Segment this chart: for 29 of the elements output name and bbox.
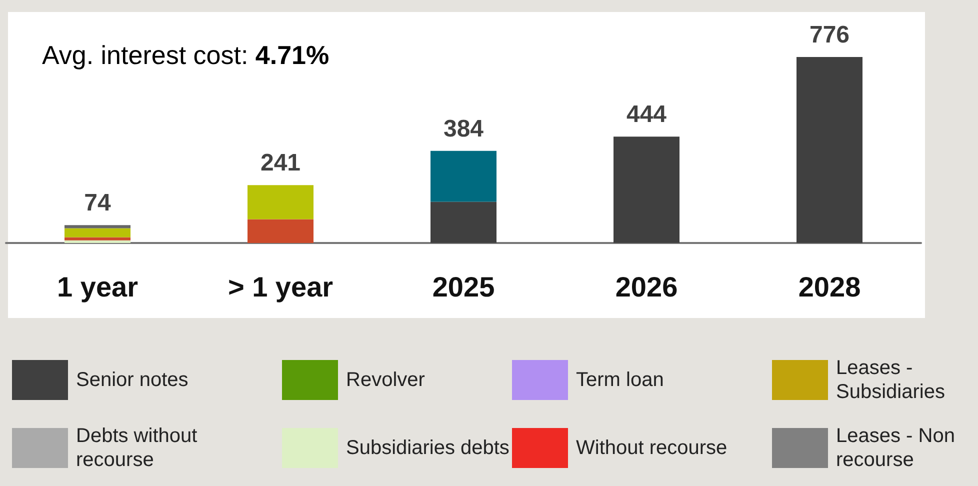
bar [64,237,130,240]
bar [64,240,130,243]
bar [430,202,496,243]
bar [796,57,862,243]
x-tick-label: 2028 [798,272,861,302]
bar [64,228,130,238]
x-tick-label: 1 year [57,272,138,302]
legend-label: Subsidiaries debts [346,436,510,460]
bar [248,219,314,243]
legend-label: Senior notes [76,368,190,392]
annotation: 444 [626,101,668,128]
bar [430,150,496,202]
x-tick-label: 2025 [432,272,495,302]
bar [64,225,130,228]
annotation: 776 [809,22,850,48]
x-tick-label: > 1 year [228,272,334,302]
annotation: 384 [443,115,484,142]
bar [614,136,680,243]
legend-label: Leases - Subsidiaries [836,356,946,404]
annotation: 241 [260,150,301,177]
legend-label: Leases - Non recourse [836,424,956,472]
legend-label: Without recourse [576,436,728,460]
bar [248,185,314,220]
legend-label: Debts without recourse [76,424,198,472]
annotation: Avg. interest cost: 4.71% [42,40,330,70]
legend-label: Term loan [576,368,665,392]
x-tick-label: 2026 [615,272,678,302]
annotation: 74 [84,190,112,217]
legend-label: Revolver [346,368,426,392]
